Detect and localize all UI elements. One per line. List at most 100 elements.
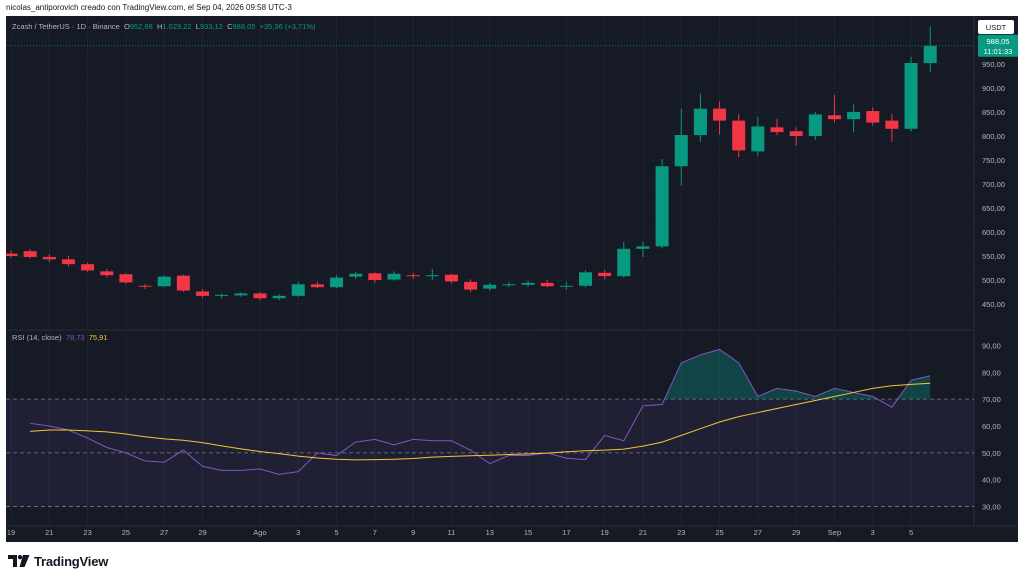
time-tick-label: 23 <box>83 528 91 537</box>
rsi-tick-label: 40,00 <box>982 476 1001 485</box>
price-tick-label: 900,00 <box>982 84 1005 93</box>
time-tick-label: Ago <box>253 528 266 537</box>
candle-body <box>310 284 324 288</box>
price-tick-label: 600,00 <box>982 228 1005 237</box>
candle-body <box>827 115 841 120</box>
rsi-tick-label: 70,00 <box>982 395 1001 404</box>
candle-body <box>157 276 171 287</box>
candle-countdown: 11:01:33 <box>984 47 1013 56</box>
candle-body <box>330 277 344 288</box>
candle-body <box>42 256 56 260</box>
candle-body <box>81 264 95 271</box>
candle-body <box>291 284 305 296</box>
tradingview-logo[interactable]: TradingView <box>8 552 108 570</box>
chart-panel[interactable]: 450,00 500,00 550,00 600,00 650,00 700,00 750,… <box>6 16 1018 542</box>
price-tick-label: 950,00 <box>982 60 1005 69</box>
candle-body <box>674 135 688 167</box>
candle-body <box>176 275 190 291</box>
candle-body <box>387 273 401 280</box>
time-tick-label: 13 <box>486 528 494 537</box>
time-tick-label: 7 <box>373 528 377 537</box>
price-tick-label: 450,00 <box>982 300 1005 309</box>
candle-body <box>559 285 573 287</box>
open-value: 952,68 <box>129 22 153 31</box>
symbol-legend: Zcash / TetherUS · 1D · Binance O952,68 … <box>12 22 315 31</box>
candle-body <box>23 251 37 257</box>
price-tick-label: 550,00 <box>982 252 1005 261</box>
candle-body <box>808 114 822 136</box>
candle-body <box>61 259 75 265</box>
candle-body <box>540 282 554 287</box>
candle-body <box>406 275 420 277</box>
rsi-overbought-fill <box>664 349 931 400</box>
time-tick-label: 19 <box>7 528 15 537</box>
candle-body <box>751 126 765 152</box>
candle-body <box>253 293 267 299</box>
time-tick-label: 25 <box>715 528 723 537</box>
candle-body <box>100 271 114 276</box>
candle-body <box>789 131 803 136</box>
candle-body <box>368 273 382 280</box>
rsi-lines <box>30 348 931 475</box>
price-tick-label: 700,00 <box>982 180 1005 189</box>
time-tick-label: 21 <box>45 528 53 537</box>
candle-body <box>713 108 727 121</box>
close-label: C <box>227 22 233 31</box>
candle-body <box>119 274 133 283</box>
time-tick-label: 5 <box>909 528 913 537</box>
candle-body <box>866 111 880 123</box>
price-tick-label: 850,00 <box>982 108 1005 117</box>
candle-body <box>502 284 516 286</box>
axes: 450,00 500,00 550,00 600,00 650,00 700,00 750,… <box>7 36 1011 537</box>
time-tick-label: 27 <box>160 528 168 537</box>
rsi-name: RSI (14, close) <box>12 333 62 342</box>
candle-body <box>923 45 937 64</box>
candle-body <box>444 274 458 282</box>
time-tick-label: 17 <box>562 528 570 537</box>
low-label: L <box>195 22 200 31</box>
candle-body <box>521 282 535 285</box>
candle-body <box>483 284 497 289</box>
rsi-legend: RSI (14, close) 78,73 75,91 <box>12 333 108 342</box>
symbol-name: Zcash / TetherUS · 1D · Binance <box>12 22 120 31</box>
time-tick-label: 27 <box>754 528 762 537</box>
time-tick-label: 25 <box>122 528 130 537</box>
time-tick-label: 23 <box>677 528 685 537</box>
chart-canvas[interactable]: 450,00 500,00 550,00 600,00 650,00 700,00 750,… <box>6 16 1018 542</box>
time-tick-label: 5 <box>334 528 338 537</box>
candle-body <box>732 120 746 151</box>
candle-body <box>196 291 209 296</box>
currency-label: USDT <box>986 23 1007 32</box>
candle-body <box>579 272 592 286</box>
candle-body <box>138 285 152 287</box>
time-tick-label: 15 <box>524 528 532 537</box>
rsi-band-background <box>6 398 974 507</box>
time-tick-label: Sep <box>828 528 841 537</box>
rsi-line <box>30 348 931 475</box>
rsi-tick-label: 60,00 <box>982 422 1001 431</box>
candle-body <box>425 275 439 277</box>
time-tick-label: 19 <box>600 528 608 537</box>
open-label: O <box>124 22 130 31</box>
rsi-tick-label: 80,00 <box>982 368 1001 377</box>
last-price-value: 988,05 <box>987 37 1010 46</box>
last-price-tag <box>978 34 1018 57</box>
rsi-value: 78,73 <box>65 333 85 342</box>
time-tick-label: 11 <box>448 528 456 537</box>
candle-body <box>904 63 918 129</box>
low-value: 933,12 <box>199 22 223 31</box>
price-tick-label: 750,00 <box>982 156 1005 165</box>
chart-caption: nicolas_antiporovich creado con TradingV… <box>6 3 292 12</box>
time-tick-label: 3 <box>296 528 300 537</box>
candle-body <box>6 253 18 256</box>
close-value: 988,05 <box>232 22 256 31</box>
tradingview-logo-text: TradingView <box>34 553 109 569</box>
currency-box <box>978 20 1014 34</box>
change-value: +35,36 (+3,71%) <box>259 22 316 31</box>
price-tick-label: 500,00 <box>982 276 1005 285</box>
price-tick-label: 650,00 <box>982 204 1005 213</box>
candles <box>6 26 974 301</box>
rsi-ma-line <box>30 382 931 461</box>
candle-body <box>215 294 229 296</box>
